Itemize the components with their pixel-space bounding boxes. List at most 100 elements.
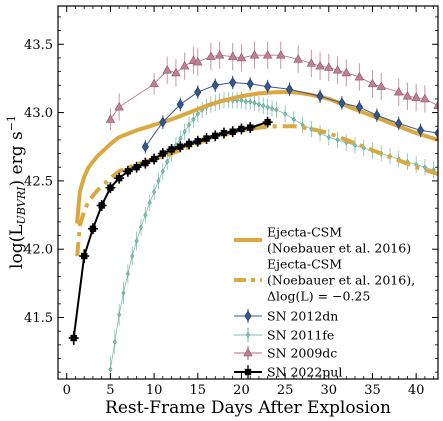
series-model [75,90,438,224]
sn2022pul-point [142,159,149,167]
sn2012dn-point [395,117,403,130]
legend-marker-small-diamond [245,331,251,339]
sn2011fe-point [248,98,253,105]
sn2011fe-point [156,177,161,184]
sn2011fe-point [291,116,296,123]
series-sn2022pul [68,116,273,345]
x-tick-label: 30 [321,383,338,398]
series-sn2009dc [105,41,438,131]
sn2011fe-point [134,237,139,245]
sn2022pul-point [124,168,132,175]
legend-label: SN 2011fe [267,328,334,343]
sn2022pul-point [70,334,77,342]
sn2009dc-point [276,50,286,59]
y-tick-label: 42.5 [24,174,53,189]
sn2011fe-point [274,106,279,113]
sn2009dc-point [236,52,247,62]
sn2009dc-point [193,56,203,66]
sn2011fe-point [239,97,244,104]
legend: Ejecta-CSM(Noebauer et al. 2016)Ejecta-C… [234,225,415,380]
sn2009dc-point [249,50,260,59]
legend-item-sn2022pul: SN 2022pul [234,365,342,380]
sn2009dc-point [171,67,181,77]
sn2011fe-point [121,289,126,296]
sn2011fe-point [130,252,135,260]
x-axis: 0 5 10 15 20 25 30 35 40 [63,6,435,398]
sn2022pul-point [177,143,184,150]
sn2012dn-point [159,116,167,128]
x-tick-label: 35 [364,383,381,398]
series-sn2012dn [141,75,438,154]
sn2009dc-point [262,50,273,59]
sn2012dn-point [316,90,324,102]
sn2011fe-point [160,168,165,175]
sn2012dn-point [141,141,149,153]
sn2011fe-point [256,101,262,108]
legend-label: Ejecta-CSM [267,257,342,272]
x-tick-label: 40 [408,383,425,398]
sn2022pul-point [238,125,245,133]
sn2011fe-point [147,199,152,206]
sn2009dc-point [402,91,413,100]
sn2022pul-point [168,146,175,153]
sn2022pul-point [159,150,167,157]
sn2011fe-point [143,212,148,219]
sn2022pul-point [107,184,114,191]
x-tick-label: 25 [277,383,294,398]
sn2012dn-point [355,101,363,113]
sn2011fe-point [326,134,331,141]
sn2011fe-point [112,339,117,346]
y-axis-title: log(LUBVRI) erg s−1 [5,115,28,269]
sn2011fe-point [117,311,122,318]
sn2011fe-point [125,270,130,277]
sn2022pul-point [115,174,123,182]
sn2011fe-point [243,98,248,105]
sn2022pul-point [246,124,254,131]
sn2011fe-point [182,128,187,135]
x-tick-label: 0 [63,383,71,398]
legend-label: (Noebauer et al. 2016) [267,241,411,256]
sn2011fe-point [265,104,270,111]
legend-label: Ejecta-CSM [267,225,342,240]
legend-marker-triangle [243,347,253,357]
x-tick-label: 5 [106,383,114,398]
sn2011fe-point [252,99,257,107]
y-axis-title-superscript: −1 [5,115,18,131]
sn2022pul-point [264,118,271,126]
sn2012dn-point [434,127,438,139]
sn2022pul-point [89,225,97,232]
sn2009dc-point [114,101,124,111]
sn2012dn-point [229,76,237,89]
sn2022pul-point [150,155,158,163]
sn2009dc-point [179,61,190,70]
sn2009dc-point [324,62,334,71]
sn2011fe-point [261,102,266,109]
sn2022pul-point [229,128,236,135]
sn2009dc-point [214,50,225,59]
sn2022pul-point [220,129,228,137]
sn2011fe-point [178,135,183,142]
sn2009dc-point [393,86,404,96]
x-tick-label: 20 [233,383,250,398]
sn2009dc-point [411,92,421,101]
legend-label: Δlog(L) = −0.25 [267,289,370,304]
legend-item-model_shift: Ejecta-CSM(Noebauer et al. 2016),Δlog(L)… [234,257,415,304]
sn2011fe-point [165,158,170,165]
sn2022pul-point [194,138,201,145]
sn2011fe-point [191,116,196,123]
sn2012dn-line [144,81,438,147]
sn2011fe-point [422,164,428,171]
x-tick-label: 15 [189,383,206,398]
sn2012dn-point [264,81,272,93]
y-tick-label: 43.5 [24,38,53,53]
legend-marker-square [244,368,252,376]
sn2022pul-point [185,140,193,148]
sn2011fe-point [269,105,275,112]
sn2012dn-point [211,79,219,91]
model-shift-line [75,124,438,257]
sn2011fe-point [138,224,144,231]
sn2009dc-point [376,81,386,90]
legend-item-model: Ejecta-CSM(Noebauer et al. 2016) [234,225,411,256]
sn2009dc-point [162,65,172,74]
sn2012dn-point [246,78,254,90]
